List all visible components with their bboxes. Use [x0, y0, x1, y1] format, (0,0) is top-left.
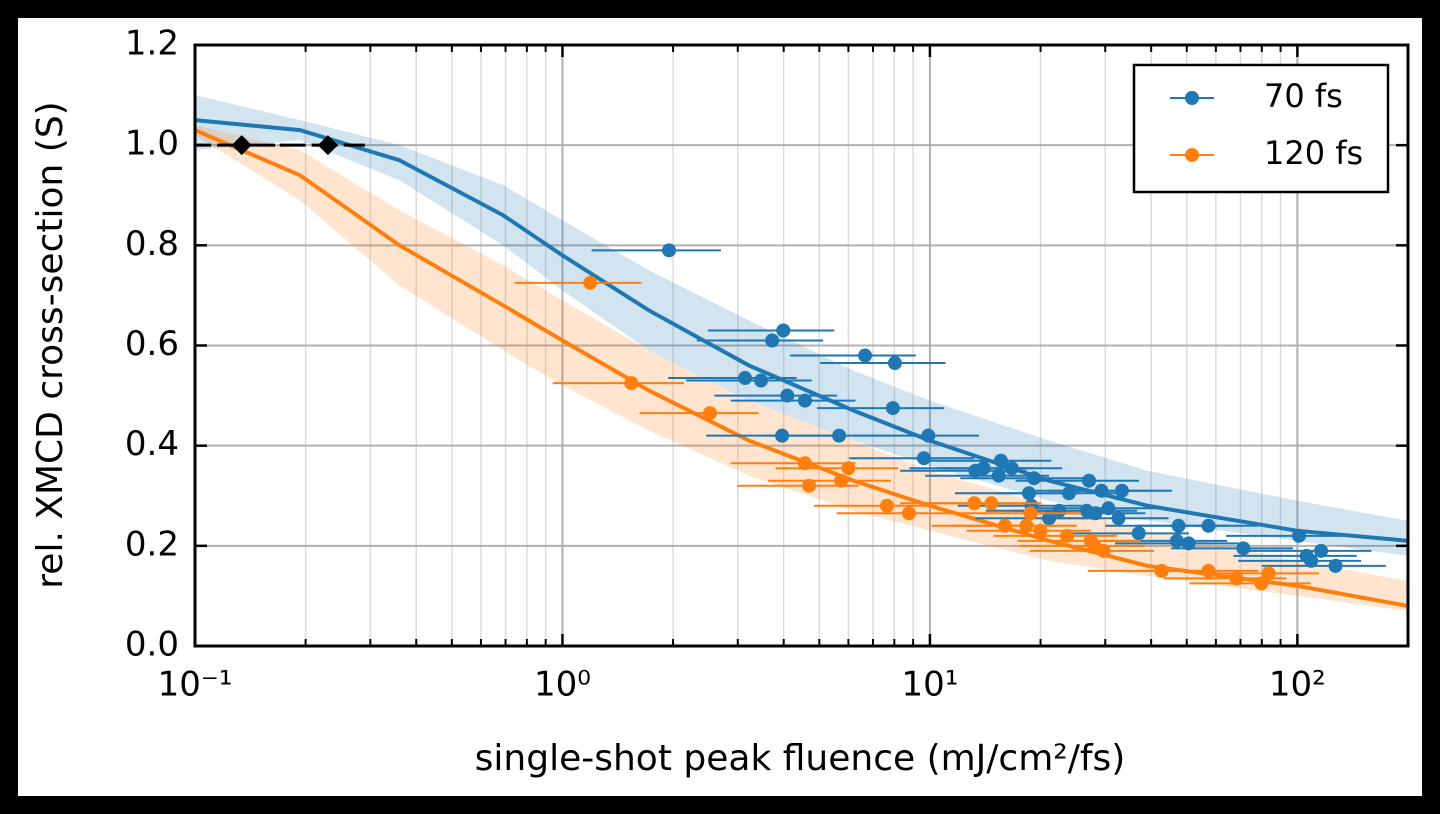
data-point [832, 428, 847, 443]
data-point [1033, 523, 1048, 538]
data-point [780, 388, 795, 403]
data-point [738, 371, 753, 386]
x-tick-label: 10¹ [901, 665, 958, 705]
y-tick-label: 0.2 [125, 524, 179, 564]
data-point [1023, 506, 1038, 521]
data-point [1254, 576, 1269, 591]
legend: 70 fs 120 fs [1132, 63, 1390, 194]
fit-line [195, 128, 1408, 608]
data-point [1061, 486, 1076, 501]
data-point [776, 323, 791, 338]
marks [195, 118, 1408, 608]
y-tick-label: 0.8 [125, 224, 179, 264]
y-tick-label: 1.2 [125, 24, 179, 64]
data-point [1027, 471, 1042, 486]
data-point [1169, 533, 1184, 548]
reference-point [231, 135, 252, 156]
y-axis-label: rel. XMCD cross-section (S) [30, 101, 71, 588]
data-point [993, 453, 1008, 468]
data-point [1261, 566, 1276, 581]
data-point [662, 243, 677, 258]
data-point [1096, 543, 1111, 558]
confidence-band [195, 125, 1408, 611]
legend-box [1132, 63, 1390, 194]
data-point [583, 275, 598, 290]
bands [195, 95, 1408, 611]
data-point [802, 478, 817, 493]
data-point [1229, 571, 1244, 586]
data-point [1201, 563, 1216, 578]
data-point [1019, 518, 1034, 533]
data-point [916, 451, 931, 466]
data-point [984, 496, 999, 511]
axes: 10⁻¹ 10⁰ 10¹ 10² 0.0 0.2 0.4 0.6 0.8 1.0 1.2 [125, 24, 1410, 705]
data-point [1101, 501, 1116, 516]
x-tick-label: 10⁻¹ [158, 665, 233, 705]
data-point [885, 401, 900, 416]
data-point [1314, 543, 1329, 558]
data-point [1131, 526, 1146, 541]
data-point [841, 461, 856, 476]
data-point [1236, 541, 1251, 556]
data-point [921, 428, 936, 443]
data-point [1114, 483, 1129, 498]
data-point [797, 393, 812, 408]
y-tick-label: 0.0 [125, 625, 179, 665]
data-point [1004, 461, 1019, 476]
data-point [991, 468, 1006, 483]
data-point [1181, 536, 1196, 551]
data-point [797, 456, 812, 471]
x-tick-label: 10² [1269, 665, 1326, 705]
data-point [858, 348, 873, 363]
data-point [624, 376, 639, 391]
data-point [1328, 558, 1343, 573]
data-point [1304, 553, 1319, 568]
data-point [1201, 518, 1216, 533]
fit-line [195, 118, 1408, 543]
y-tick-label: 0.6 [125, 324, 179, 364]
data-point [887, 356, 902, 371]
legend-marker [1185, 91, 1199, 105]
data-point [754, 373, 769, 388]
x-axis-label: single-shot peak fluence (mJ/cm²/fs) [475, 738, 1126, 779]
legend-marker [1185, 148, 1199, 162]
data-point [1088, 506, 1103, 521]
data-point [1082, 473, 1097, 488]
y-tick-label: 1.0 [125, 124, 179, 164]
x-tick-label: 10⁰ [534, 665, 591, 705]
data-point [834, 473, 849, 488]
legend-label: 70 fs [1264, 77, 1343, 115]
data-point [1111, 511, 1126, 526]
reference-point [317, 135, 338, 156]
data-point [901, 506, 916, 521]
data-point [765, 333, 780, 348]
legend-label: 120 fs [1264, 134, 1363, 172]
data-point [1291, 528, 1306, 543]
confidence-band [195, 95, 1408, 556]
data-point [879, 498, 894, 513]
plot-frame [193, 43, 1410, 648]
data-point [1059, 528, 1074, 543]
y-tick-label: 0.4 [125, 424, 179, 464]
data-point [702, 406, 717, 421]
